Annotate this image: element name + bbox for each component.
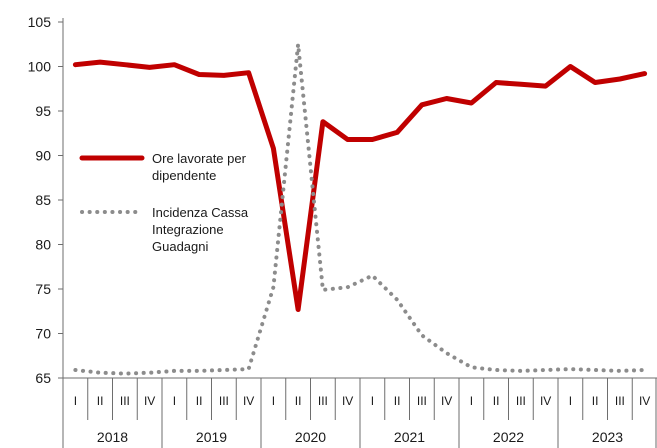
quarter-tick-label: II bbox=[295, 394, 302, 408]
quarter-tick-label: II bbox=[97, 394, 104, 408]
quarter-tick-label: III bbox=[615, 394, 625, 408]
year-tick-label: 2020 bbox=[295, 429, 326, 445]
quarter-tick-label: I bbox=[371, 394, 374, 408]
quarter-tick-label: I bbox=[74, 394, 77, 408]
y-tick-label: 85 bbox=[35, 192, 51, 208]
year-tick-label: 2019 bbox=[196, 429, 227, 445]
year-tick-label: 2021 bbox=[394, 429, 425, 445]
quarter-tick-label: II bbox=[592, 394, 599, 408]
quarter-tick-label: II bbox=[394, 394, 401, 408]
quarter-tick-label: IV bbox=[243, 394, 254, 408]
quarter-tick-label: IV bbox=[639, 394, 650, 408]
quarter-tick-label: III bbox=[516, 394, 526, 408]
quarter-tick-label: II bbox=[196, 394, 203, 408]
y-tick-label: 70 bbox=[35, 326, 51, 342]
quarter-tick-label: I bbox=[470, 394, 473, 408]
quarter-tick-label: II bbox=[493, 394, 500, 408]
y-tick-label: 105 bbox=[28, 14, 52, 30]
y-tick-label: 90 bbox=[35, 148, 51, 164]
y-tick-label: 100 bbox=[28, 59, 52, 75]
quarter-tick-label: IV bbox=[144, 394, 155, 408]
y-axis: 65 70 75 80 85 90 95 100 105 bbox=[28, 14, 64, 386]
quarter-tick-label: I bbox=[173, 394, 176, 408]
y-tick-label: 65 bbox=[35, 370, 51, 386]
series-layer bbox=[72, 42, 648, 376]
y-tick-label: 75 bbox=[35, 281, 51, 297]
series-line-cassa-integrazione bbox=[73, 42, 647, 376]
quarter-tick-label: IV bbox=[441, 394, 452, 408]
legend-label: Incidenza Cassa bbox=[152, 205, 249, 220]
quarter-tick-label: III bbox=[120, 394, 130, 408]
quarter-tick-label: IV bbox=[342, 394, 353, 408]
y-tick-label: 95 bbox=[35, 103, 51, 119]
legend-label: Integrazione bbox=[152, 222, 224, 237]
quarter-tick-label: IV bbox=[540, 394, 551, 408]
x-axis: I II III IV I II III IV I II III IV I II III IV I II III IV… bbox=[62, 377, 657, 448]
quarter-tick-label: III bbox=[219, 394, 229, 408]
quarter-tick-label: III bbox=[417, 394, 427, 408]
legend-label: Ore lavorate per bbox=[152, 151, 247, 166]
year-tick-label: 2018 bbox=[97, 429, 128, 445]
legend: Ore lavorate per dipendente Incidenza Cass… bbox=[79, 151, 249, 254]
quarter-tick-label: I bbox=[272, 394, 275, 408]
year-tick-label: 2023 bbox=[592, 429, 623, 445]
quarter-tick-label: III bbox=[318, 394, 328, 408]
quarter-tick-label: I bbox=[569, 394, 572, 408]
series-line-ore-lavorate bbox=[72, 59, 648, 312]
year-tick-label: 2022 bbox=[493, 429, 524, 445]
y-tick-label: 80 bbox=[35, 237, 51, 253]
legend-label: dipendente bbox=[152, 168, 216, 183]
legend-label: Guadagni bbox=[152, 239, 208, 254]
